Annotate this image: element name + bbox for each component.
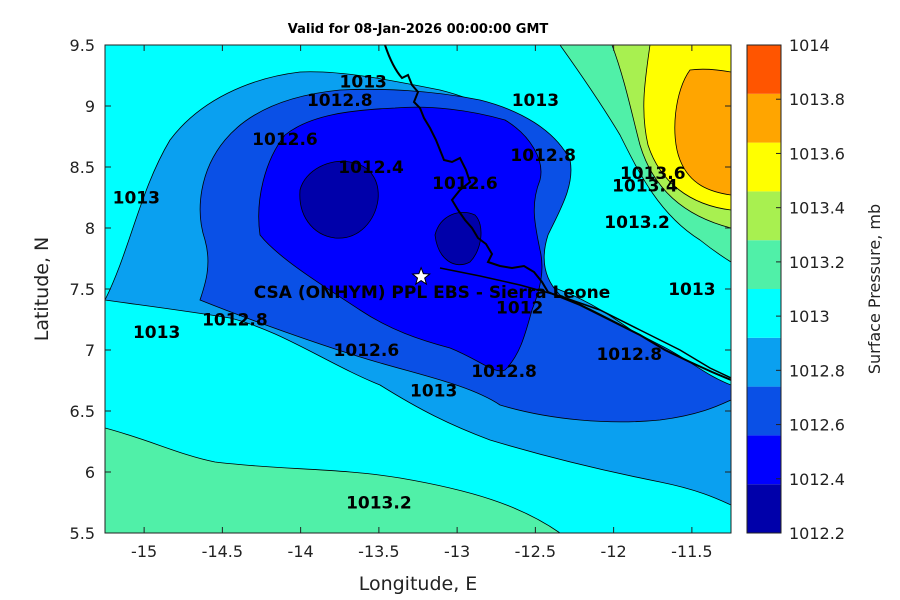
site-star-icon	[411, 266, 432, 286]
x-tick-label: -12	[601, 542, 627, 561]
colorbar: 1014 1013.8 1013.6 1013.4 1013.2 1013 1012.8 10…	[746, 36, 845, 543]
colorbar-band	[747, 484, 781, 533]
y-tick-label: 9	[85, 97, 95, 116]
contour-label: 1013.6	[620, 164, 686, 184]
band-1013-2-south	[105, 427, 561, 533]
x-tick-label: -14.5	[202, 542, 243, 561]
colorbar-tick-label: 1013	[789, 307, 830, 326]
colorbar-label: Surface Pressure, mb	[865, 204, 884, 374]
contour-label: 1013	[512, 91, 559, 111]
site-layer: CSA (ONHYM) PPL EBS - Sierra Leone	[254, 266, 611, 303]
y-tick-label: 8	[85, 219, 95, 238]
contour-label: 1013	[113, 189, 160, 209]
y-axis-ticks: 5.5 6 6.5 7 7.5 8 8.5 9 9.5	[70, 36, 731, 543]
colorbar-band	[747, 45, 781, 94]
contour-label: 1012.8	[510, 146, 576, 166]
colorbar-frame	[746, 44, 782, 534]
x-axis-label: Longitude, E	[359, 573, 478, 595]
contour-label: 1013.2	[604, 213, 670, 233]
colorbar-band	[747, 435, 781, 485]
x-axis-ticks: -15 -14.5 -14 -13.5 -13 -12.5 -12 -11.5	[131, 45, 713, 561]
contour-label: 1012	[496, 298, 543, 318]
map-title: Valid for 08-Jan-2026 00:00:00 GMT	[287, 22, 549, 37]
x-tick-label: -13	[444, 542, 470, 561]
colorbar-band	[747, 289, 781, 338]
contour-label: 1013	[410, 381, 457, 401]
y-tick-label: 7.5	[70, 280, 95, 299]
contour-labels: 10131012.81012.61012.41012.610131012.810…	[113, 73, 716, 514]
contour-label: 1013.4	[612, 176, 678, 196]
y-axis-label: Latitude, N	[31, 237, 53, 342]
contour-label: 1012.8	[471, 362, 537, 382]
x-tick-label: -11.5	[671, 542, 712, 561]
contour-label: 1012.8	[202, 311, 268, 331]
contour-label: 1012.6	[252, 130, 318, 150]
contour-label: 1012.6	[432, 174, 498, 194]
x-tick-label: -13.5	[358, 542, 399, 561]
coastline	[384, 45, 731, 381]
y-tick-label: 8.5	[70, 158, 95, 177]
contour-label: 1012.6	[334, 341, 400, 361]
contour-label: 1013	[668, 280, 715, 300]
colorbar-tick-label: 1012.6	[789, 416, 845, 435]
x-tick-label: -12.5	[515, 542, 556, 561]
band-1013-8	[674, 68, 731, 196]
coastline-inner	[439, 267, 731, 379]
colorbar-tick-label: 1012.2	[789, 524, 845, 543]
y-tick-label: 6.5	[70, 402, 95, 421]
y-tick-label: 7	[85, 341, 95, 360]
colorbar-band	[747, 93, 781, 143]
contour-label: 1012.4	[338, 158, 404, 178]
site-label: CSA (ONHYM) PPL EBS - Sierra Leone	[254, 283, 611, 303]
colorbar-band	[747, 337, 781, 387]
colorbar-band	[747, 386, 781, 436]
contour-fill-layer	[105, 45, 731, 533]
colorbar-tick-label: 1013.2	[789, 253, 845, 272]
contour-label: 1012.8	[307, 91, 373, 111]
colorbar-tick-label: 1013.6	[789, 144, 845, 163]
colorbar-band	[747, 191, 781, 241]
contour-label: 1013.2	[346, 494, 412, 514]
contour-label: 1013	[340, 73, 387, 93]
colorbar-band	[747, 142, 781, 192]
colorbar-band	[747, 240, 781, 289]
y-tick-label: 5.5	[70, 524, 95, 543]
x-tick-label: -14	[288, 542, 314, 561]
contour-label: 1012.8	[596, 345, 662, 365]
colorbar-tick-label: 1012.8	[789, 361, 845, 380]
colorbar-tick-label: 1013.8	[789, 90, 845, 109]
colorbar-tick-label: 1012.4	[789, 470, 845, 489]
contour-label: 1013	[133, 323, 180, 343]
x-tick-label: -15	[131, 542, 157, 561]
colorbar-tick-label: 1014	[789, 36, 830, 55]
y-tick-label: 6	[85, 463, 95, 482]
band-1012-2-west	[299, 160, 379, 239]
colorbar-tick-label: 1013.4	[789, 199, 845, 218]
y-tick-label: 9.5	[70, 36, 95, 55]
